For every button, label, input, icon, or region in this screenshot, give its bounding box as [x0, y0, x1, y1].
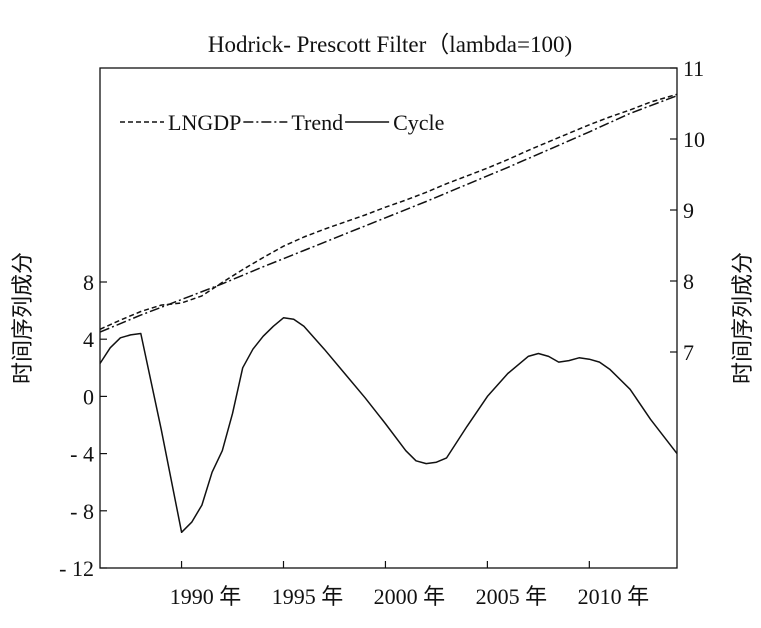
x-axis-ticks: 1990 年 1995 年 2000 年 2005 年 2010 年 [170, 561, 649, 609]
x-tick-label: 2010 年 [578, 584, 650, 609]
chart-title: Hodrick- Prescott Filter（lambda=100) [208, 32, 572, 57]
x-tick-label: 2005 年 [476, 584, 548, 609]
y-right-tick-label: 9 [683, 198, 694, 223]
y-axis-left-ticks: 8 4 0 - 4 - 8 - 12 [59, 270, 107, 581]
legend-label-lngdp: LNGDP [168, 110, 241, 135]
series-line-cycle [99, 317, 678, 534]
y-left-tick-label: - 12 [59, 556, 94, 581]
y-axis-right-label: 时间序列成分 [730, 252, 755, 384]
y-left-tick-label: - 4 [70, 442, 94, 467]
plot-frame [99, 67, 678, 569]
legend-label-cycle: Cycle [393, 110, 444, 135]
y-left-tick-label: - 8 [70, 499, 94, 524]
y-right-tick-label: 10 [683, 127, 705, 152]
legend: LNGDP Trend Cycle [120, 110, 444, 135]
y-axis-left-label: 时间序列成分 [10, 252, 35, 384]
y-left-tick-label: 4 [83, 327, 94, 352]
x-tick-label: 1995 年 [272, 584, 344, 609]
y-axis-right-ticks: 11 10 9 8 7 [670, 56, 705, 365]
y-right-tick-label: 11 [683, 56, 704, 81]
x-tick-label: 2000 年 [374, 584, 446, 609]
series-layer [99, 93, 678, 534]
y-right-tick-label: 7 [683, 340, 694, 365]
legend-label-trend: Trend [291, 110, 343, 135]
series-line-trend [99, 94, 678, 333]
x-tick-label: 1990 年 [170, 584, 242, 609]
y-left-tick-label: 8 [83, 270, 94, 295]
y-right-tick-label: 8 [683, 269, 694, 294]
series-line-lngdp [99, 93, 678, 330]
y-left-tick-label: 0 [83, 384, 94, 409]
